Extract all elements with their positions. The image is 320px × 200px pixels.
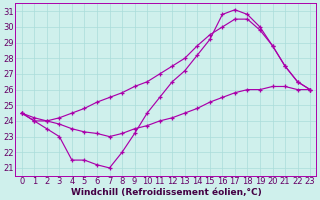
X-axis label: Windchill (Refroidissement éolien,°C): Windchill (Refroidissement éolien,°C) (70, 188, 261, 197)
